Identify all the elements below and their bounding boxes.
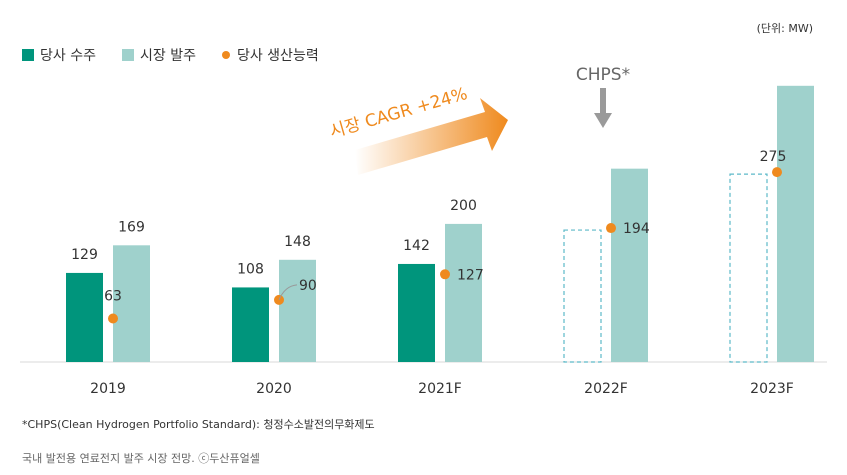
chps-arrow-head [594,113,612,128]
company-orders-bar-2020 [232,287,269,362]
legend: 당사 수주 시장 발주 당사 생산능력 [22,45,345,65]
cagr-arrow [355,98,508,175]
capacity-point-2021F [440,269,450,280]
capacity-leader-2020 [278,284,298,301]
legend-item-company-orders: 당사 수주 [22,45,96,65]
chps-label: CHPS* [576,65,630,85]
company-orders-label-2020: 108 [237,261,264,277]
footnote: *CHPS(Clean Hydrogen Portfolio Standard)… [22,418,375,431]
capacity-point-2023F [772,167,782,178]
capacity-label-2019: 63 [104,289,122,305]
capacity-label-2022F: 194 [623,221,650,237]
capacity-label-2023F: 275 [760,149,787,165]
legend-label-company-orders: 당사 수주 [40,48,96,64]
x-tick-label-2020: 2020 [256,381,292,397]
chps-annotation: CHPS* [576,65,630,128]
market-orders-label-2020: 148 [284,234,311,250]
legend-label-company-capacity: 당사 생산능력 [236,48,319,64]
capacity-point-2019 [108,313,118,324]
legend-swatch-market-orders [121,49,134,61]
caption: 국내 발전용 연료전지 발주 시장 전망. ⓒ두산퓨얼셀 [22,452,260,465]
market-orders-bar-2023F [777,85,814,363]
x-tick-label-2021F: 2021F [418,381,462,397]
company-orders-bar-2021F [398,263,435,362]
x-tick-label-2019: 2019 [90,381,126,397]
market-orders-bar-2019 [113,245,150,362]
legend-item-company-capacity: 당사 생산능력 [221,45,319,65]
forecast-placeholder-2022F [563,229,602,363]
market-orders-bar-2020 [279,259,316,362]
legend-dot-company-capacity [221,51,230,59]
company-orders-label-2019: 129 [71,247,98,263]
market-orders-bar-2022F [611,168,648,362]
unit-label: (단위: MW) [756,22,813,35]
company-orders-label-2021F: 142 [403,238,430,254]
forecast-placeholder-2023F [729,173,768,363]
x-tick-label-2023F: 2023F [750,381,794,397]
capacity-point-2022F [606,223,616,234]
legend-label-market-orders: 시장 발주 [139,48,196,64]
company-orders-bar-2019 [66,272,103,362]
legend-item-market-orders: 시장 발주 [121,45,196,65]
market-orders-bar-2021F [445,223,482,362]
chart-marks: 129 169 63 2019 108 148 90 2020 142 200 127 2021F 19… [20,85,827,397]
x-tick-label-2022F: 2022F [584,381,628,397]
chps-arrow-shaft [600,88,606,114]
legend-swatch-company-orders [22,49,34,61]
cagr-arrow-group: 시장 CAGR +24% [327,84,508,175]
market-orders-label-2021F: 200 [450,198,477,214]
capacity-label-2021F: 127 [457,267,484,283]
market-orders-label-2019: 169 [118,219,145,235]
capacity-label-2020: 90 [299,278,317,294]
